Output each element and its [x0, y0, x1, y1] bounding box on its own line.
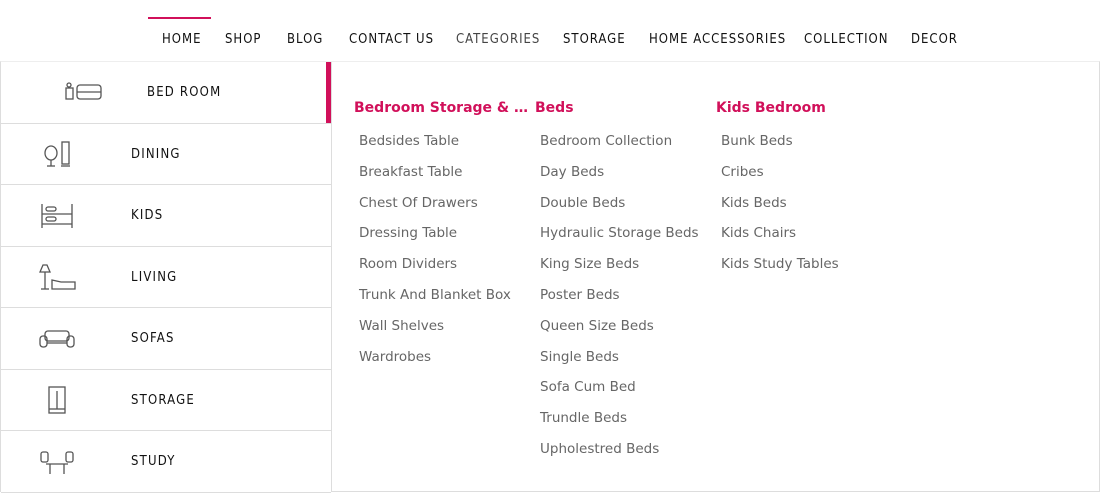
nav-decor[interactable]: DECOR: [911, 32, 958, 47]
menu-link[interactable]: Wall Shelves: [359, 317, 445, 334]
menu-link[interactable]: Bedroom Collection: [540, 133, 673, 149]
mega-menu: BED ROOM DINING KIDS LIVING SOFAS STORAG…: [0, 61, 1100, 493]
sidebar-item-study[interactable]: STUDY: [1, 431, 331, 493]
menu-link[interactable]: Wardrobes: [359, 348, 432, 365]
menu-link[interactable]: Poster Beds: [540, 286, 620, 303]
sidebar-item-bed-room[interactable]: BED ROOM: [1, 62, 331, 124]
lamp-chaise-icon: [39, 263, 76, 290]
sidebar-item-storage[interactable]: STORAGE: [1, 369, 331, 431]
menu-link[interactable]: Double Beds: [540, 194, 626, 211]
nav-shop[interactable]: SHOP: [225, 32, 262, 47]
nav-blog[interactable]: BLOG: [287, 32, 324, 47]
sidebar-item-living[interactable]: LIVING: [1, 246, 331, 308]
main-nav: HOME SHOP BLOG CONTACT US CATEGORIES STO…: [0, 0, 1100, 61]
menu-link[interactable]: Cribes: [721, 163, 764, 180]
menu-link[interactable]: Hydraulic Storage Beds: [540, 225, 699, 242]
menu-link[interactable]: Dressing Table: [359, 225, 458, 242]
wardrobe-icon: [48, 385, 66, 414]
menu-link[interactable]: Breakfast Table: [359, 163, 463, 180]
menu-column-bedroom-storage: Bedroom Storage & A... Bedsides Table Brea…: [354, 100, 529, 379]
menu-link[interactable]: Bedsides Table: [359, 133, 460, 149]
sidebar-item-sofas[interactable]: SOFAS: [1, 308, 331, 370]
nav-home-accessories[interactable]: HOME ACCESSORIES: [649, 32, 787, 47]
menu-link[interactable]: Trunk And Blanket Box: [359, 286, 511, 303]
menu-column-kids-bedroom: Kids Bedroom Bunk Beds Cribes Kids Beds Kids…: [716, 100, 891, 287]
menu-link[interactable]: Room Dividers: [359, 256, 458, 273]
sidebar-item-label: KIDS: [131, 208, 164, 223]
sidebar-item-label: LIVING: [131, 269, 178, 285]
nav-storage[interactable]: STORAGE: [563, 32, 626, 47]
bed-icon: [65, 82, 102, 100]
active-indicator: [148, 17, 211, 19]
sidebar-item-label: STORAGE: [131, 392, 195, 408]
column-title[interactable]: Kids Bedroom: [716, 100, 826, 116]
nav-collection[interactable]: COLLECTION: [804, 32, 889, 47]
menu-link[interactable]: Day Beds: [540, 163, 605, 180]
menu-link[interactable]: Chest Of Drawers: [359, 194, 478, 211]
sofa-icon: [39, 330, 75, 348]
menu-link[interactable]: Sofa Cum Bed: [540, 379, 636, 396]
menu-link[interactable]: Queen Size Beds: [540, 317, 654, 334]
nav-home[interactable]: HOME: [162, 32, 202, 47]
nav-contact-us[interactable]: CONTACT US: [349, 32, 435, 47]
bunk-bed-icon: [41, 204, 73, 228]
sidebar-item-label: SOFAS: [131, 331, 175, 346]
sidebar-item-label: BED ROOM: [147, 85, 222, 100]
category-sidebar: BED ROOM DINING KIDS LIVING SOFAS STORAG…: [1, 62, 332, 493]
menu-column-beds: Beds Bedroom Collection Day Beds Double Bed…: [535, 100, 710, 472]
menu-link[interactable]: Bunk Beds: [721, 133, 793, 149]
sidebar-item-dining[interactable]: DINING: [1, 123, 331, 185]
sidebar-item-kids[interactable]: KIDS: [1, 185, 331, 247]
sidebar-item-label: DINING: [131, 146, 181, 162]
menu-link[interactable]: Kids Study Tables: [721, 256, 839, 273]
mirror-chair-icon: [44, 140, 70, 167]
menu-link[interactable]: King Size Beds: [540, 256, 640, 273]
menu-link[interactable]: Single Beds: [540, 348, 619, 365]
menu-link[interactable]: Kids Beds: [721, 194, 787, 211]
menu-link[interactable]: Kids Chairs: [721, 225, 797, 242]
column-title[interactable]: Bedroom Storage & A...: [354, 100, 529, 116]
column-title[interactable]: Beds: [535, 100, 574, 116]
menu-link[interactable]: Trundle Beds: [540, 410, 628, 427]
sidebar-item-label: STUDY: [131, 454, 176, 469]
menu-link[interactable]: Upholestred Beds: [540, 440, 660, 457]
desk-chairs-icon: [40, 451, 74, 474]
nav-categories[interactable]: CATEGORIES: [456, 32, 541, 47]
